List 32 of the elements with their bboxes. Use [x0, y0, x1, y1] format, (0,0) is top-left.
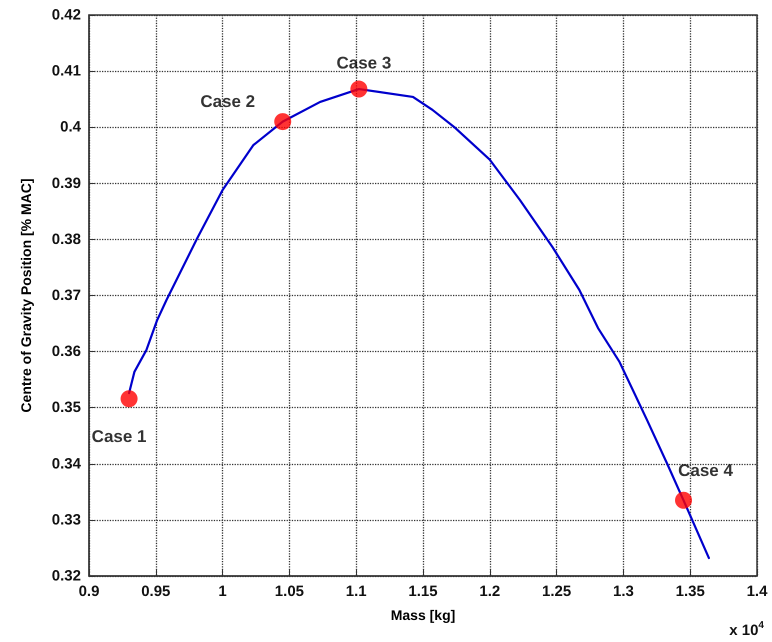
x-axis-title: Mass [kg]	[390, 607, 456, 623]
point	[350, 80, 368, 98]
y-tick-label: 0.33	[52, 511, 81, 528]
x-tick-label: 0.95	[141, 583, 170, 600]
x-tick-label: 1.05	[274, 583, 304, 600]
y-tick-label: 0.41	[52, 62, 81, 80]
y-tick-label: 0.4	[60, 118, 82, 136]
y-tick-label: 0.36	[52, 343, 81, 360]
annotation: Case 4	[678, 460, 734, 480]
y-tick-label: 0.34	[52, 455, 82, 472]
x-tick-label: 0.9	[78, 583, 100, 600]
y-tick-label: 0.35	[52, 399, 81, 416]
point	[675, 492, 692, 509]
x-tick-label: 1.4	[746, 583, 768, 600]
x-tick-label: 1.15	[408, 583, 438, 600]
y-tick-label: 0.38	[52, 230, 81, 248]
annotation: Case 2	[200, 92, 256, 112]
x-tick-label: 1.25	[542, 583, 572, 600]
y-tick-label: 0.39	[52, 174, 81, 192]
x-tick-label: 1	[218, 583, 227, 600]
x-tick-label: 1.1	[346, 583, 367, 600]
x-tick-label: 1.2	[479, 583, 500, 600]
x-tick-label: 1.3	[612, 583, 634, 600]
y-tick-label: 0.32	[52, 568, 81, 584]
annotation: Case 1	[92, 427, 146, 446]
x-tick-label: 1.35	[676, 583, 705, 600]
annotation: Case 3	[336, 54, 392, 73]
y-axis-title: Centre of Gravity Position [% MAC]	[18, 178, 34, 413]
y-tick-label: 0.42	[52, 6, 81, 24]
y-tick-label: 0.37	[52, 287, 81, 304]
point	[274, 113, 292, 130]
point	[120, 390, 138, 408]
